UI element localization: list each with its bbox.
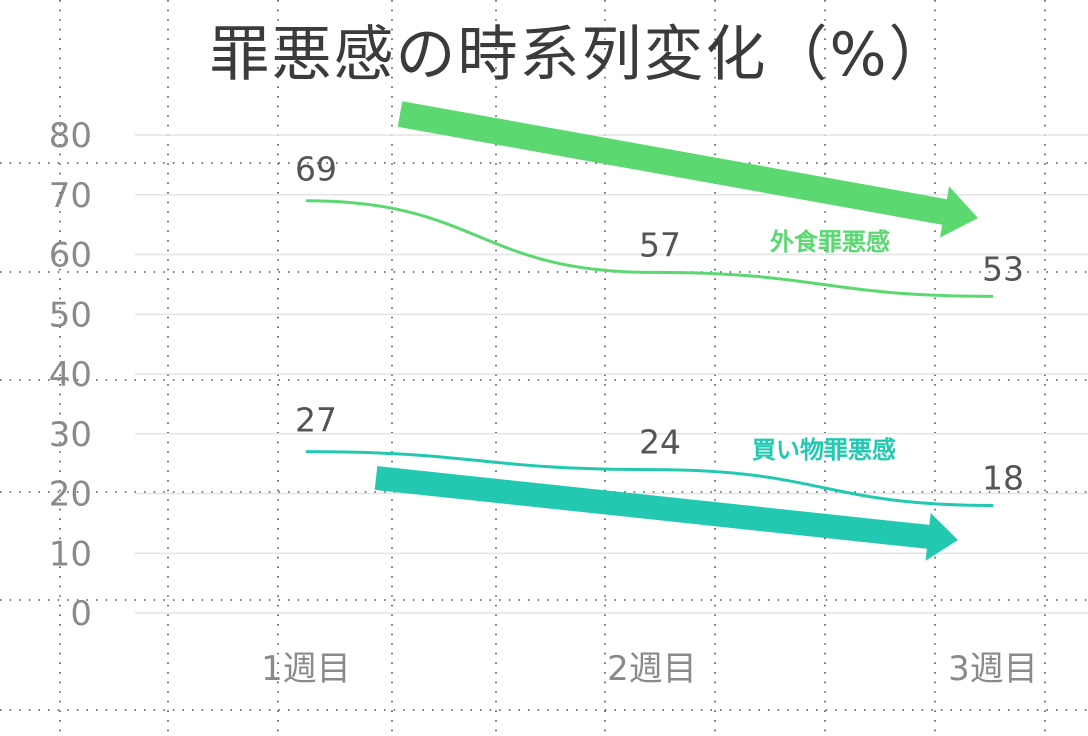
x-tick-label: 2週目 bbox=[607, 649, 697, 689]
y-tick-label: 0 bbox=[70, 594, 92, 634]
data-labels: 69 57 53 27 24 18 bbox=[295, 150, 1024, 498]
y-tick-label: 40 bbox=[49, 355, 92, 395]
y-tick-label: 60 bbox=[49, 236, 92, 276]
y-axis-tick-labels: 0 10 20 30 40 50 60 70 80 bbox=[49, 116, 92, 634]
data-label: 27 bbox=[295, 401, 337, 440]
y-tick-label: 20 bbox=[49, 475, 92, 515]
trend-arrow-shopping bbox=[374, 466, 958, 561]
y-tick-label: 70 bbox=[49, 176, 92, 216]
trend-arrow-dining bbox=[397, 101, 978, 238]
trend-arrows bbox=[374, 101, 978, 561]
data-label: 53 bbox=[982, 249, 1024, 288]
y-tick-label: 30 bbox=[49, 415, 92, 455]
x-tick-label: 3週目 bbox=[948, 649, 1038, 689]
x-axis-tick-labels: 1週目 2週目 3週目 bbox=[261, 649, 1038, 689]
series-lines bbox=[305, 199, 994, 507]
data-label: 57 bbox=[639, 225, 681, 264]
series-name-label: 外食罪悪感 bbox=[770, 228, 890, 256]
series-line-0 bbox=[305, 199, 994, 298]
series-name-label: 買い物罪悪感 bbox=[752, 436, 896, 464]
data-label: 24 bbox=[639, 423, 681, 462]
y-tick-label: 50 bbox=[49, 295, 92, 335]
data-label: 69 bbox=[295, 150, 337, 189]
y-tick-label: 80 bbox=[49, 116, 92, 156]
series-line-1 bbox=[305, 450, 994, 507]
x-tick-label: 1週目 bbox=[261, 649, 351, 689]
data-label: 18 bbox=[982, 458, 1024, 497]
y-tick-label: 10 bbox=[49, 534, 92, 574]
